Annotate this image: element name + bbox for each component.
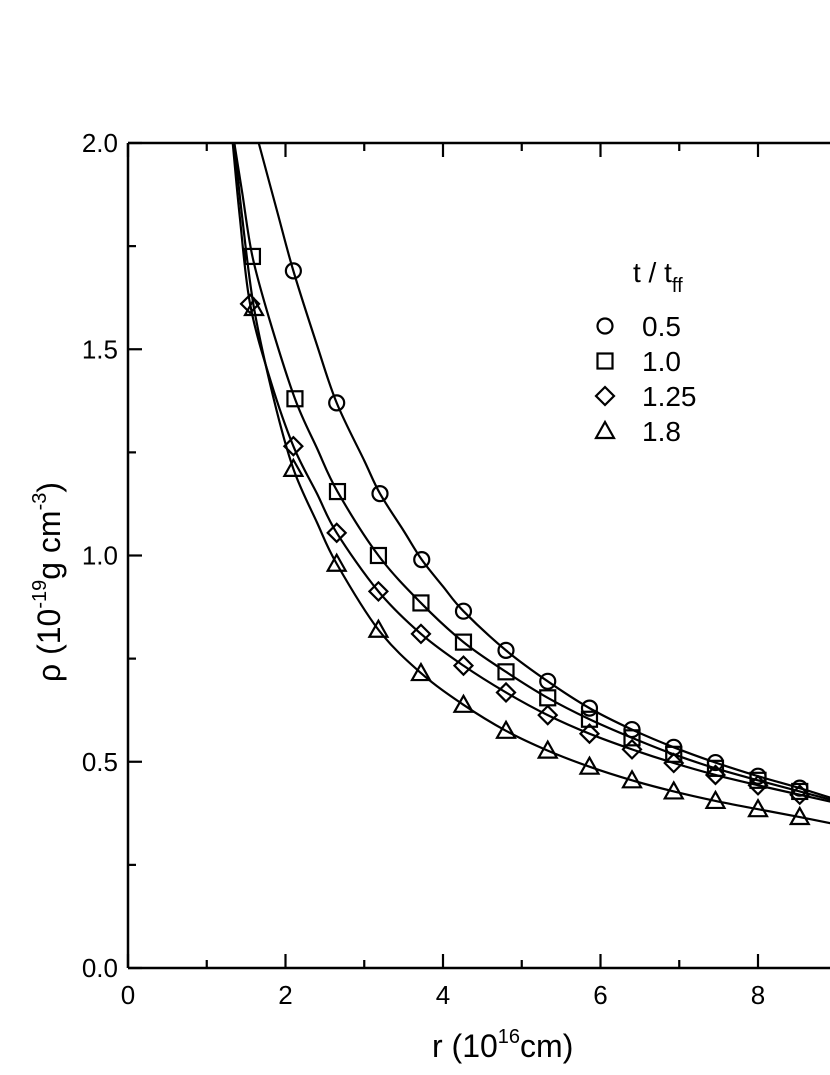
- diamond-marker: [704, 764, 727, 786]
- triangle-marker: [747, 797, 769, 818]
- diamond-marker: [452, 655, 475, 677]
- x-tick-label: 4: [436, 980, 450, 1010]
- fit-curve-0.5: [257, 143, 830, 799]
- legend-title: t / tff: [633, 257, 683, 297]
- triangle-marker: [662, 780, 685, 800]
- triangle-marker: [495, 719, 517, 739]
- fit-curve-1.25: [231, 143, 830, 803]
- diamond-marker: [621, 738, 643, 760]
- legend: t / tff 0.5 1.0 1.25 1.8: [594, 257, 697, 447]
- triangle-marker: [243, 296, 265, 317]
- triangle-marker: [788, 805, 811, 826]
- legend-label: 0.5: [642, 311, 681, 342]
- y-tick-label: 2.0: [82, 128, 118, 158]
- legend-title-text: t / t: [633, 257, 672, 288]
- square-marker: [580, 710, 599, 728]
- y-tick-label: 1.5: [82, 334, 118, 364]
- data-markers: [239, 247, 811, 826]
- triangle-marker: [325, 552, 348, 572]
- diamond-marker: [537, 704, 559, 726]
- circle-marker: [284, 262, 302, 280]
- legend-label: 1.25: [642, 381, 697, 412]
- fit-curve-1.8: [233, 143, 830, 825]
- square-marker: [286, 390, 304, 408]
- plot-axes: [126, 141, 830, 970]
- legend-diamond-marker: [594, 385, 616, 407]
- square-marker: [706, 759, 725, 777]
- square-marker: [328, 482, 347, 501]
- triangle-marker: [452, 693, 475, 713]
- y-tick-label: 0.0: [82, 953, 118, 983]
- square-marker: [497, 663, 515, 681]
- y-tick-label: 0.5: [82, 747, 118, 777]
- diamond-marker: [410, 623, 432, 645]
- x-tick-label: 6: [593, 980, 607, 1010]
- x-axis-label-exponent: 16: [498, 1026, 520, 1048]
- diamond-marker: [282, 435, 304, 457]
- legend-square-marker: [596, 352, 614, 370]
- fit-curve-1.0: [233, 143, 830, 801]
- circle-marker: [539, 672, 557, 690]
- y-axis-label-exponent-2: -3: [29, 493, 51, 511]
- square-marker: [665, 745, 683, 763]
- legend-circle-marker: [596, 317, 614, 335]
- x-tick-label: 2: [278, 980, 292, 1010]
- diamond-marker: [578, 723, 601, 745]
- triangle-marker: [536, 739, 559, 759]
- axis-ticks: 0 2 4 6 8 0.0 0.5 1.0 1.5 2.0: [82, 128, 765, 1010]
- y-tick-label: 1.0: [82, 541, 118, 571]
- circle-marker: [454, 602, 473, 620]
- x-axis-label-unit: cm): [520, 1028, 573, 1064]
- circle-marker: [580, 699, 599, 717]
- square-marker: [369, 546, 388, 565]
- triangle-marker: [704, 789, 727, 810]
- triangle-marker: [410, 661, 432, 682]
- legend-title-subscript: ff: [672, 275, 683, 297]
- x-axis-label-text: r (10: [432, 1028, 498, 1064]
- triangle-marker: [282, 457, 305, 477]
- y-axis-label-close: ): [31, 482, 67, 493]
- y-axis-label: ρ (10-19g cm-3): [29, 482, 67, 682]
- square-marker: [412, 594, 430, 612]
- y-axis-label-text: ρ (10: [31, 609, 67, 682]
- diamond-marker: [663, 752, 685, 774]
- diamond-marker: [747, 774, 769, 796]
- circle-marker: [413, 551, 431, 569]
- square-marker: [243, 247, 262, 266]
- legend-triangle-marker: [594, 419, 616, 440]
- square-marker: [623, 729, 641, 747]
- x-tick-label: 8: [751, 980, 765, 1010]
- circle-marker: [371, 485, 389, 503]
- fit-curves: [231, 143, 830, 825]
- y-axis-label-exponent: -19: [29, 580, 51, 609]
- legend-label: 1.8: [642, 416, 681, 447]
- legend-label: 1.0: [642, 346, 681, 377]
- circle-marker: [497, 641, 515, 659]
- triangle-marker: [578, 755, 601, 775]
- circle-marker: [328, 394, 346, 412]
- diamond-marker: [367, 580, 389, 602]
- triangle-marker: [367, 618, 390, 638]
- square-marker: [791, 782, 809, 801]
- square-marker: [454, 633, 473, 651]
- x-tick-label: 0: [121, 980, 135, 1010]
- y-axis-label-unit: g cm: [31, 510, 67, 579]
- square-marker: [749, 771, 767, 789]
- triangle-marker: [621, 769, 643, 789]
- x-axis-label: r (1016cm): [432, 1026, 573, 1064]
- diamond-marker: [495, 681, 517, 704]
- diamond-marker: [326, 522, 348, 544]
- diamond-marker: [789, 784, 811, 806]
